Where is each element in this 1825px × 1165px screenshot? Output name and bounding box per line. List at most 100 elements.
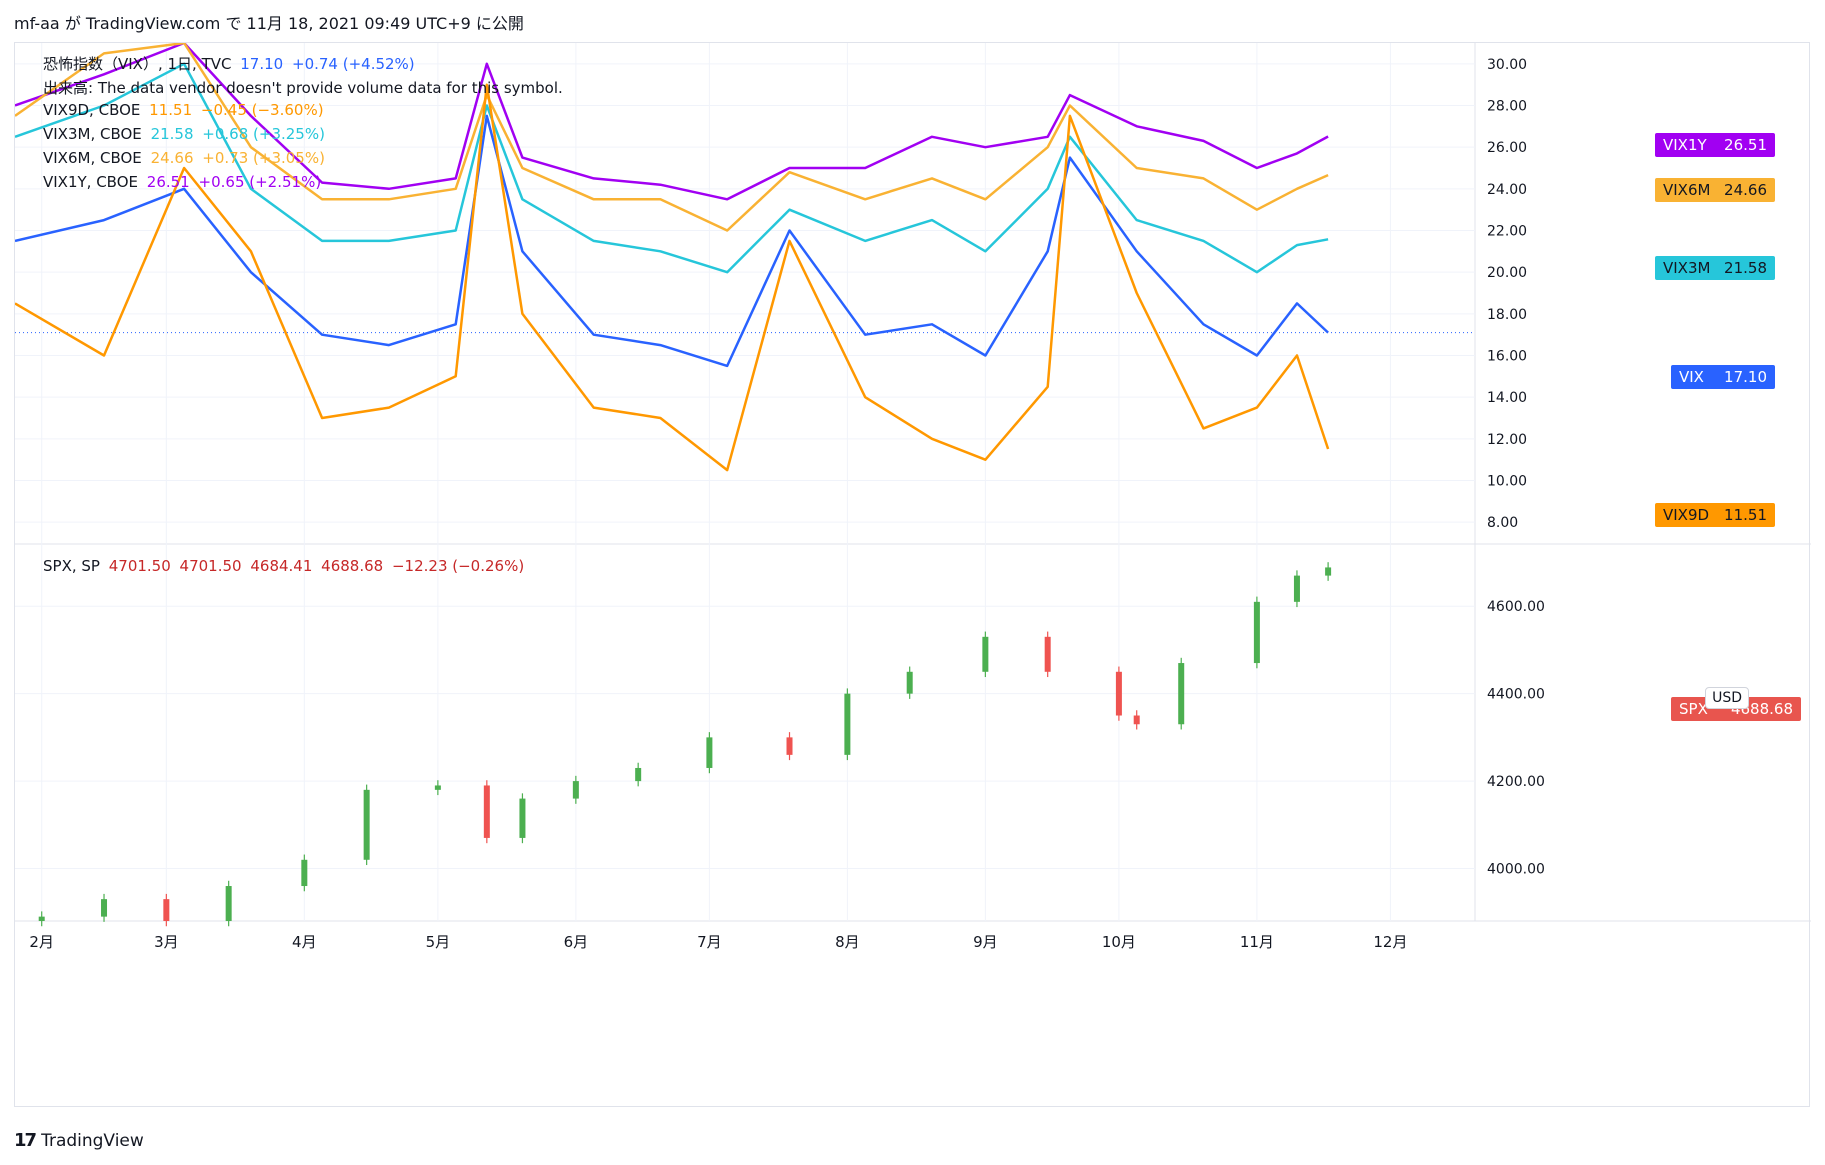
legend-vix3m-name: VIX3M, CBOE <box>43 125 142 143</box>
tag-vix9d-name: VIX9D <box>1663 506 1710 524</box>
price-tag-vix1y: VIX1Y 26.51 <box>1655 133 1775 157</box>
x-tick-label: 6月 <box>564 933 589 951</box>
tag-vix3m-value: 21.58 <box>1724 259 1767 277</box>
publish-header: mf-aa が TradingView.com で 11月 18, 2021 0… <box>14 14 524 33</box>
legend-spx-high: 4701.50 <box>179 557 242 575</box>
x-tick-label: 5月 <box>426 933 451 951</box>
series-line-vix9d <box>15 83 1330 472</box>
x-tick-label: 2月 <box>29 933 54 951</box>
tag-vix1y-value: 26.51 <box>1724 136 1767 154</box>
price-tag-vix: VIX 17.10 <box>1671 365 1775 389</box>
y-tick-label: 10.00 <box>1487 474 1527 490</box>
y-tick-label: 28.00 <box>1487 99 1527 115</box>
y-tick-label: 24.00 <box>1487 182 1527 198</box>
series-line-vix1y <box>15 43 1329 201</box>
candle-body <box>1044 636 1051 672</box>
candle-body <box>363 789 370 860</box>
candle-body <box>1115 671 1122 716</box>
x-tick-label: 3月 <box>154 933 179 951</box>
candle-body <box>906 671 913 694</box>
y-tick-label: 8.00 <box>1487 515 1518 531</box>
candle-body <box>163 899 170 921</box>
legend-volume-text: 出来高: The data vendor doesn't provide vol… <box>43 79 563 97</box>
y-tick-label: 14.00 <box>1487 390 1527 406</box>
legend-vix3m-change: +0.68 (+3.25%) <box>202 125 325 143</box>
currency-button[interactable]: USD <box>1705 687 1749 709</box>
candle-body <box>844 693 851 755</box>
legend-vix3m-value: 21.58 <box>150 125 194 143</box>
candle-body <box>519 798 526 838</box>
candle-body <box>1325 567 1332 576</box>
footer-logo-text: TradingView <box>41 1130 144 1151</box>
legend-vix9d: VIX9D, CBOE 11.51 −0.45 (−3.60%) <box>43 101 328 119</box>
x-tick-label: 10月 <box>1102 933 1136 951</box>
tag-vix9d-value: 11.51 <box>1724 506 1767 524</box>
x-tick-label: 8月 <box>835 933 860 951</box>
tag-vix6m-name: VIX6M <box>1663 181 1711 199</box>
legend-spx: SPX, SP 4701.50 4701.50 4684.41 4688.68 … <box>43 557 528 575</box>
candle-body <box>1178 663 1185 725</box>
candle-body <box>706 737 713 768</box>
tag-vix3m-name: VIX3M <box>1663 259 1711 277</box>
legend-vix6m-change: +0.73 (+3.05%) <box>202 149 325 167</box>
candle-body <box>483 785 490 838</box>
y-tick-label: 22.00 <box>1487 224 1527 240</box>
candle-body <box>982 636 989 672</box>
candle-body <box>1133 715 1140 725</box>
y-tick-label: 16.00 <box>1487 349 1527 365</box>
y-tick-label: 4400.00 <box>1487 687 1545 703</box>
legend-spx-change: −12.23 (−0.26%) <box>391 557 525 575</box>
legend-vix6m-value: 24.66 <box>150 149 194 167</box>
legend-vix1y-name: VIX1Y, CBOE <box>43 173 138 191</box>
price-tag-vix3m: VIX3M 21.58 <box>1655 256 1775 280</box>
y-tick-label: 20.00 <box>1487 265 1527 281</box>
candle-body <box>38 916 45 921</box>
legend-vix9d-change: −0.45 (−3.60%) <box>200 101 324 119</box>
legend-spx-close: 4688.68 <box>321 557 384 575</box>
x-tick-label: 11月 <box>1240 933 1274 951</box>
y-tick-label: 4200.00 <box>1487 774 1545 790</box>
legend-vix9d-value: 11.51 <box>149 101 193 119</box>
legend-vix3m: VIX3M, CBOE 21.58 +0.68 (+3.25%) <box>43 125 329 143</box>
candle-body <box>434 785 441 790</box>
series-line-vix3m <box>15 62 1329 274</box>
legend-vix1y: VIX1Y, CBOE 26.51 +0.65 (+2.51%) <box>43 173 325 191</box>
legend-vix-change: +0.74 (+4.52%) <box>292 55 415 73</box>
legend-vix9d-name: VIX9D, CBOE <box>43 101 141 119</box>
y-tick-label: 4600.00 <box>1487 599 1545 615</box>
candle-body <box>1293 575 1300 602</box>
legend-vix1y-change: +0.65 (+2.51%) <box>198 173 322 191</box>
footer-logo[interactable]: 17 TradingView <box>14 1130 144 1151</box>
candle-body <box>225 886 232 921</box>
legend-vix6m-name: VIX6M, CBOE <box>43 149 142 167</box>
tag-vix-name: VIX <box>1679 368 1704 386</box>
legend-vix-value: 17.10 <box>240 55 284 73</box>
legend-vix1y-value: 26.51 <box>146 173 190 191</box>
series-line-vix <box>15 114 1329 368</box>
y-tick-label: 26.00 <box>1487 140 1527 156</box>
legend-vix6m: VIX6M, CBOE 24.66 +0.73 (+3.05%) <box>43 149 329 167</box>
series-line-vix6m <box>15 43 1329 232</box>
chart-canvas[interactable]: 8.00 10.00 12.00 14.00 16.00 18.00 20.00 22.00 2… <box>15 43 1811 1108</box>
tag-vix6m-value: 24.66 <box>1724 181 1767 199</box>
x-tick-label: 9月 <box>973 933 998 951</box>
tag-spx-name: SPX <box>1679 700 1708 718</box>
legend-vix: 恐怖指数（VIX）, 1日, TVC 17.10 +0.74 (+4.52%) <box>43 53 419 74</box>
legend-volume: 出来高: The data vendor doesn't provide vol… <box>43 77 567 98</box>
legend-spx-low: 4684.41 <box>250 557 313 575</box>
price-tag-vix9d: VIX9D 11.51 <box>1655 503 1775 527</box>
x-tick-label: 7月 <box>697 933 722 951</box>
candle-body <box>1253 601 1260 664</box>
tag-vix1y-name: VIX1Y <box>1663 136 1707 154</box>
x-tick-label: 4月 <box>292 933 317 951</box>
tradingview-logo-icon: 17 <box>14 1130 37 1151</box>
y-tick-label: 30.00 <box>1487 57 1527 73</box>
candle-body <box>572 781 579 799</box>
candle-body <box>301 859 308 887</box>
y-tick-label: 4000.00 <box>1487 862 1545 878</box>
legend-spx-open: 4701.50 <box>108 557 171 575</box>
candle-body <box>635 767 642 782</box>
chart-frame[interactable]: 8.00 10.00 12.00 14.00 16.00 18.00 20.00 22.00 2… <box>14 42 1811 1108</box>
tag-vix-value: 17.10 <box>1724 368 1767 386</box>
legend-spx-symbol: SPX, SP <box>43 557 100 575</box>
